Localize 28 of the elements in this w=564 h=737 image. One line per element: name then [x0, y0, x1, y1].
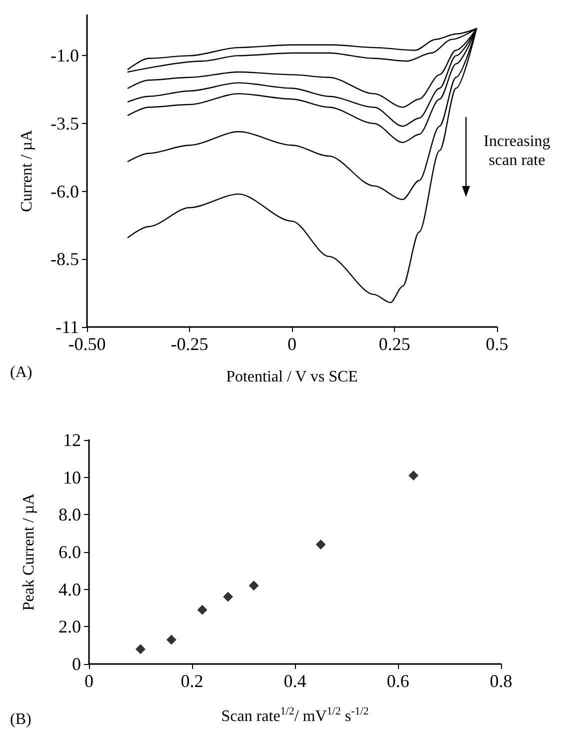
- y-tick-label: -11: [56, 317, 79, 337]
- x-tick-label: 0: [84, 671, 94, 691]
- y-tick-label: -1.0: [50, 46, 79, 66]
- y-axis-title: Current / µA: [18, 130, 36, 212]
- y-tick-label: 4.0: [58, 579, 81, 600]
- x-tick-label: -0.25: [170, 334, 208, 354]
- y-tick-label: -6.0: [50, 181, 79, 202]
- y-tick-label: 10: [63, 467, 81, 488]
- x-tick-label: 0: [288, 334, 296, 354]
- x-tick-label: 0.4: [284, 671, 306, 691]
- x-tick-label: 0.6: [386, 671, 410, 691]
- text: (B): [10, 711, 32, 729]
- annotation: Increasing scan rate: [482, 132, 552, 170]
- y-tick-label: 8.0: [58, 504, 81, 525]
- x-axis-title: Potential / V vs SCE: [226, 368, 358, 386]
- y-tick-label: -8.5: [50, 249, 79, 270]
- x-tick-label: 0.2: [180, 671, 204, 691]
- y-axis-title: Peak Current / µA: [20, 492, 38, 611]
- text: (A): [10, 364, 32, 382]
- y-tick-label: 0: [72, 654, 81, 674]
- x-tick-label: 0.5: [486, 334, 508, 354]
- y-tick-label: 6.0: [58, 542, 81, 562]
- y-tick-label: 2.0: [58, 616, 81, 637]
- y-tick-label: 12: [63, 430, 81, 450]
- x-tick-label: -0.50: [68, 334, 106, 354]
- y-tick-label: -3.5: [50, 114, 79, 134]
- x-tick-label: 0.8: [490, 671, 512, 691]
- x-tick-label: 0.25: [378, 334, 410, 354]
